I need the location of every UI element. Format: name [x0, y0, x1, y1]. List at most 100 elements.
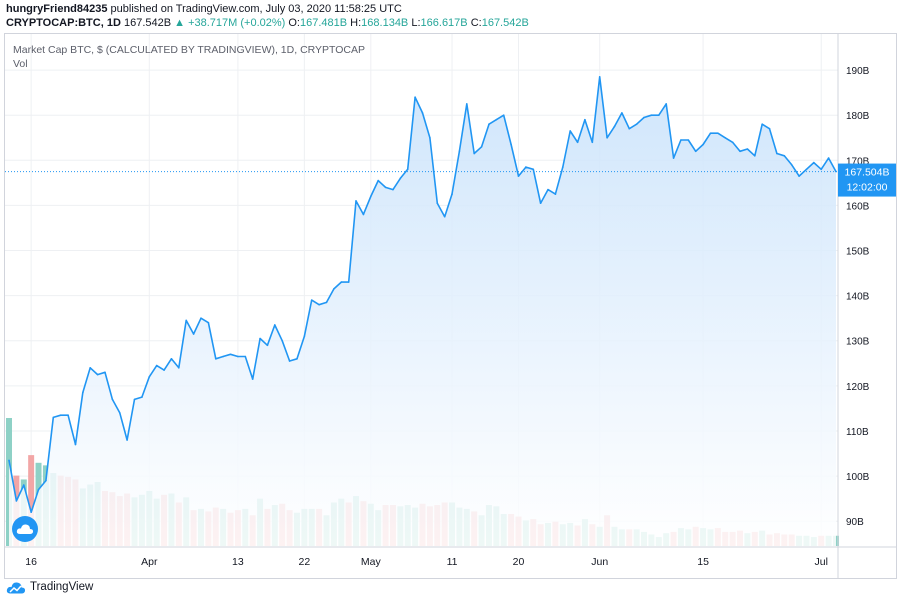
data-point	[30, 511, 32, 513]
data-point	[591, 141, 594, 144]
data-point	[281, 339, 284, 342]
x-tick-label: May	[361, 556, 382, 568]
chart-frame	[4, 33, 897, 579]
data-point	[111, 398, 114, 401]
data-point	[52, 416, 55, 419]
low-value: 166.617B	[420, 17, 468, 29]
x-tick-label: 15	[697, 556, 709, 568]
y-tick-label: 110B	[846, 427, 869, 438]
time-axis: 16 Apr 13 22 May 11 20 Jun 15 Jul	[25, 556, 828, 568]
data-point	[525, 166, 527, 168]
market-cap-area	[9, 76, 836, 547]
y-tick-label: 180B	[846, 111, 870, 122]
data-point	[429, 136, 431, 139]
data-point	[384, 186, 387, 189]
data-point	[768, 127, 771, 130]
legend-volume-label: Vol	[13, 58, 28, 70]
data-point	[178, 367, 180, 369]
y-tick-label: 120B	[846, 382, 870, 393]
data-point	[480, 145, 483, 148]
username: hungryFriend84235	[6, 3, 108, 15]
data-point	[621, 112, 623, 114]
data-point	[392, 188, 394, 191]
data-point	[318, 303, 320, 306]
price-tag: 167.504B 12:02:00	[838, 163, 896, 197]
data-point	[694, 150, 697, 153]
data-point	[510, 143, 512, 146]
data-point	[414, 96, 416, 98]
data-point	[347, 281, 350, 283]
data-point	[776, 152, 778, 155]
data-point	[406, 168, 409, 171]
ohlc-bar: CRYPTOCAP:BTC, 1D 167.542B ▲ +38.717M (+…	[6, 17, 529, 29]
data-point	[325, 301, 328, 304]
y-tick-label: 190B	[846, 66, 870, 77]
volume-bar	[28, 455, 35, 546]
data-point	[303, 335, 306, 338]
data-point	[680, 139, 682, 141]
data-point	[628, 127, 631, 130]
data-point	[141, 396, 143, 398]
price-axis: 90B 100B 110B 120B 130B 140B 150B 160B 170B 180B 1…	[846, 66, 870, 528]
data-point	[67, 414, 69, 416]
data-point	[731, 141, 734, 144]
data-point	[45, 479, 47, 482]
x-tick-label: Jun	[591, 556, 608, 568]
data-point	[133, 398, 136, 401]
data-point	[8, 459, 10, 462]
high-value: 168.134B	[361, 17, 409, 29]
data-point	[59, 414, 62, 416]
close-value: 167.542B	[481, 17, 529, 29]
data-point	[783, 154, 786, 157]
y-tick-label: 160B	[846, 201, 870, 212]
data-point	[96, 373, 99, 376]
price-tag-value: 167.504B	[845, 167, 890, 179]
data-point	[761, 123, 763, 126]
data-point	[643, 116, 645, 119]
data-point	[207, 321, 210, 324]
data-point	[657, 114, 660, 116]
cloud-icon	[16, 524, 34, 534]
data-point	[790, 164, 793, 166]
x-tick-label: 13	[232, 556, 244, 568]
data-point	[185, 319, 188, 322]
data-point	[163, 369, 165, 371]
data-point	[266, 344, 269, 347]
reset-chart-button[interactable]	[12, 516, 38, 542]
x-tick-label: 20	[513, 556, 525, 568]
data-point	[126, 439, 128, 441]
tradingview-wordmark: TradingView	[30, 581, 94, 593]
x-tick-label: 11	[447, 556, 458, 568]
data-point	[598, 76, 601, 78]
data-point	[274, 324, 276, 326]
data-point	[148, 376, 151, 378]
data-point	[296, 357, 298, 360]
data-point	[665, 103, 667, 105]
y-tick-label: 100B	[846, 472, 870, 483]
data-point	[635, 123, 638, 126]
price-tag-countdown: 12:02:00	[847, 182, 888, 194]
data-point	[827, 157, 830, 159]
y-tick-label: 130B	[846, 337, 870, 348]
data-point	[214, 357, 217, 360]
legend-title: Market Cap BTC, $ (CALCULATED BY TRADING…	[13, 44, 366, 56]
data-point	[672, 157, 675, 159]
close-label: C:	[470, 17, 482, 29]
data-point	[532, 168, 535, 171]
y-tick-label: 90B	[846, 517, 864, 528]
data-point	[192, 333, 195, 335]
low-label: L:	[411, 17, 421, 29]
data-point	[74, 443, 77, 446]
data-point	[118, 412, 121, 414]
data-point	[37, 488, 40, 491]
data-point	[237, 355, 239, 358]
data-point	[355, 200, 357, 202]
data-point	[717, 132, 719, 135]
data-point	[443, 215, 446, 218]
data-point	[377, 179, 379, 182]
data-point	[547, 188, 549, 191]
data-point	[746, 148, 749, 150]
tradingview-logo[interactable]: TradingView	[6, 579, 93, 595]
x-tick-label: Jul	[815, 556, 828, 568]
